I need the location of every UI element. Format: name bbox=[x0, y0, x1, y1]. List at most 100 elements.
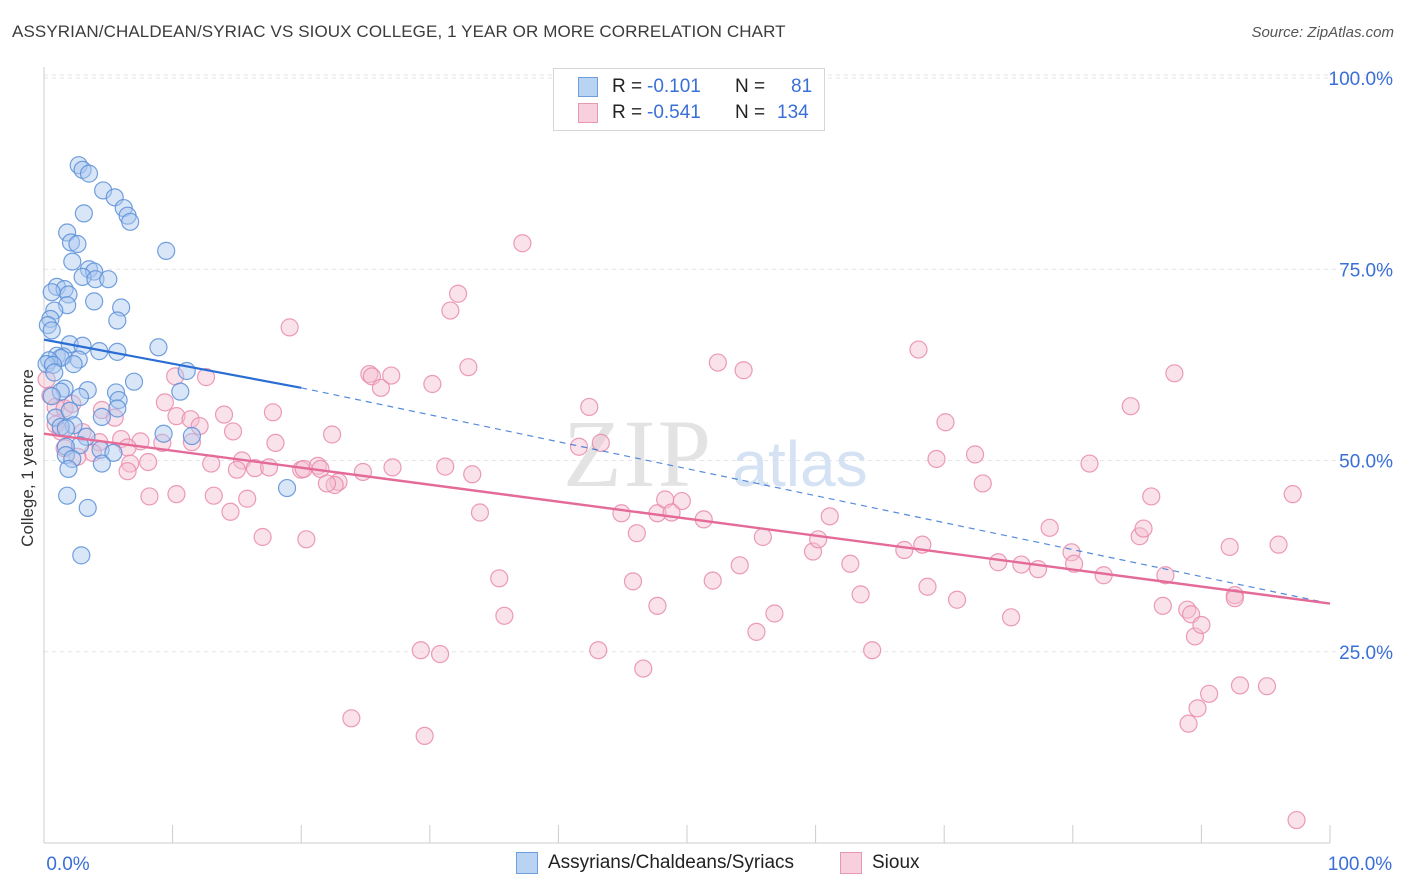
sioux-point bbox=[190, 416, 209, 436]
y-tick-label: 75.0% bbox=[1339, 260, 1393, 281]
legend-r-label: R = bbox=[612, 102, 643, 123]
sioux-point bbox=[253, 527, 272, 547]
sioux-point bbox=[182, 433, 201, 452]
sioux-point bbox=[973, 474, 992, 493]
assyrian-point bbox=[149, 338, 168, 357]
sioux-point bbox=[965, 445, 985, 464]
sioux-point bbox=[153, 433, 172, 453]
assyrian-point bbox=[74, 204, 93, 223]
assyrian-point bbox=[94, 181, 113, 200]
sioux-point bbox=[809, 530, 828, 549]
assyrian-point bbox=[78, 381, 97, 400]
source-label: Source: ZipAtlas.com bbox=[1251, 24, 1394, 41]
sioux-point bbox=[1121, 397, 1140, 416]
watermark-zip: ZIP bbox=[563, 400, 713, 507]
sioux-point bbox=[863, 641, 882, 660]
sioux-point bbox=[747, 622, 766, 641]
sioux-point bbox=[259, 458, 279, 477]
sioux-point bbox=[753, 527, 772, 547]
sioux-point bbox=[513, 234, 532, 253]
assyrian-point bbox=[124, 372, 144, 391]
sioux-point bbox=[411, 641, 430, 660]
sioux-point bbox=[1283, 485, 1302, 504]
assyrian-point bbox=[92, 407, 111, 426]
assyrian-point bbox=[121, 212, 140, 231]
sioux-point bbox=[459, 358, 478, 377]
sioux-point bbox=[634, 659, 653, 678]
sioux-point bbox=[448, 284, 468, 303]
sioux-point bbox=[382, 366, 401, 385]
sioux-point bbox=[569, 437, 589, 456]
sioux-point bbox=[470, 503, 490, 522]
sioux-point bbox=[909, 340, 928, 359]
sioux-point bbox=[1257, 677, 1277, 696]
assyrian-point bbox=[61, 233, 81, 252]
sioux-point bbox=[463, 465, 482, 484]
correlation-legend: R = -0.101 N = 81 R = -0.541 N = 134 bbox=[553, 68, 825, 131]
watermark-atlas: atlas bbox=[732, 428, 867, 500]
assyrian-point bbox=[104, 443, 123, 462]
sioux-point bbox=[167, 407, 186, 426]
legend-n-label: N = bbox=[735, 76, 766, 97]
sioux-point bbox=[214, 405, 234, 424]
assyrian-point bbox=[70, 436, 90, 455]
assyrian-point bbox=[277, 478, 297, 498]
sioux-point bbox=[221, 502, 240, 521]
assyrian-point bbox=[60, 401, 79, 420]
sioux-point bbox=[936, 413, 955, 432]
sioux-point bbox=[703, 571, 722, 590]
sioux-point bbox=[1165, 364, 1184, 383]
sioux-point bbox=[297, 530, 316, 549]
legend-swatch-blue bbox=[578, 77, 598, 97]
sioux-point bbox=[580, 397, 599, 417]
sioux-point bbox=[1225, 589, 1244, 608]
sioux-points bbox=[37, 234, 1306, 830]
sioux-point bbox=[223, 422, 243, 441]
sioux-point bbox=[1200, 684, 1219, 703]
assyrian-trend-extension bbox=[301, 387, 1331, 605]
assyrian-point bbox=[92, 454, 111, 473]
sioux-point bbox=[989, 553, 1008, 572]
chart-title: ASSYRIAN/CHALDEAN/SYRIAC VS SIOUX COLLEG… bbox=[12, 22, 786, 41]
sioux-point bbox=[765, 604, 784, 623]
sioux-point bbox=[495, 606, 514, 625]
assyrian-point bbox=[42, 321, 61, 340]
sioux-point bbox=[820, 507, 839, 526]
sioux-point bbox=[1080, 454, 1099, 473]
bottom-legend-swatch-pink bbox=[840, 852, 862, 874]
assyrian-point bbox=[58, 486, 77, 505]
assyrian-point bbox=[45, 363, 64, 382]
legend-r-value: -0.541 bbox=[647, 102, 701, 123]
sioux-point bbox=[140, 487, 159, 506]
sioux-point bbox=[167, 485, 186, 504]
sioux-point bbox=[317, 474, 337, 493]
sioux-point bbox=[238, 489, 257, 508]
sioux-point bbox=[612, 504, 631, 523]
sioux-point bbox=[1230, 676, 1250, 695]
assyrian-point bbox=[99, 270, 118, 289]
sioux-point bbox=[672, 491, 691, 511]
legend-row-assyrian: R = -0.101 N = 81 bbox=[578, 75, 812, 99]
sioux-point bbox=[360, 364, 379, 384]
sioux-point bbox=[441, 301, 460, 320]
y-tick-label: 25.0% bbox=[1339, 643, 1393, 664]
assyrian-point bbox=[72, 546, 91, 565]
assyrian-point bbox=[108, 311, 127, 330]
assyrian-point bbox=[59, 459, 78, 479]
legend-r-label: R = bbox=[612, 76, 643, 97]
axes bbox=[43, 67, 1331, 844]
assyrian-point bbox=[64, 355, 83, 374]
assyrian-point bbox=[79, 164, 99, 183]
sioux-point bbox=[627, 524, 646, 543]
assyrian-point bbox=[42, 283, 61, 302]
sioux-point bbox=[325, 475, 344, 495]
assyrian-point bbox=[42, 387, 61, 406]
assyrian-point bbox=[85, 262, 104, 281]
sioux-point bbox=[196, 368, 216, 387]
sioux-point bbox=[322, 425, 342, 444]
sioux-point bbox=[841, 554, 860, 573]
sioux-point bbox=[623, 572, 643, 591]
legend-swatch-pink bbox=[578, 103, 598, 123]
sioux-point bbox=[851, 585, 870, 604]
